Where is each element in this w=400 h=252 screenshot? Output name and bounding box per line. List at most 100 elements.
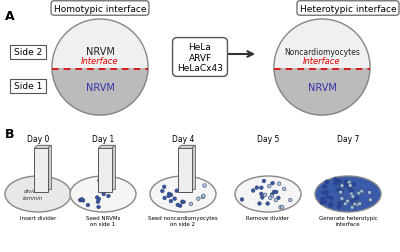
Text: Interface: Interface bbox=[303, 57, 341, 66]
Circle shape bbox=[277, 182, 281, 186]
Circle shape bbox=[340, 184, 344, 188]
Ellipse shape bbox=[70, 176, 136, 212]
Circle shape bbox=[343, 202, 347, 206]
Circle shape bbox=[268, 197, 272, 200]
Circle shape bbox=[322, 191, 326, 195]
Circle shape bbox=[272, 190, 276, 194]
Circle shape bbox=[348, 184, 352, 188]
Circle shape bbox=[96, 200, 100, 204]
Circle shape bbox=[260, 186, 263, 190]
Circle shape bbox=[325, 180, 329, 184]
Circle shape bbox=[255, 186, 258, 190]
Circle shape bbox=[201, 196, 205, 199]
Circle shape bbox=[187, 186, 191, 190]
Circle shape bbox=[338, 202, 342, 206]
Circle shape bbox=[353, 203, 357, 207]
Circle shape bbox=[368, 198, 372, 202]
Circle shape bbox=[343, 202, 347, 206]
Circle shape bbox=[260, 196, 264, 200]
Circle shape bbox=[282, 187, 286, 191]
Circle shape bbox=[203, 184, 206, 187]
Circle shape bbox=[173, 197, 176, 201]
Circle shape bbox=[80, 198, 84, 201]
Text: HeLa
ARVF
HeLaCx43: HeLa ARVF HeLaCx43 bbox=[177, 43, 223, 73]
Circle shape bbox=[274, 190, 278, 194]
Circle shape bbox=[349, 192, 353, 196]
Circle shape bbox=[274, 198, 278, 202]
Circle shape bbox=[351, 200, 355, 204]
Text: Day 4: Day 4 bbox=[172, 135, 194, 143]
Circle shape bbox=[169, 193, 173, 197]
Circle shape bbox=[351, 195, 355, 199]
Circle shape bbox=[97, 205, 100, 209]
Circle shape bbox=[330, 196, 334, 200]
Circle shape bbox=[323, 200, 327, 204]
Text: Side 2: Side 2 bbox=[14, 48, 42, 57]
Circle shape bbox=[357, 191, 361, 195]
Circle shape bbox=[333, 177, 337, 181]
Circle shape bbox=[280, 206, 284, 209]
Circle shape bbox=[263, 193, 267, 197]
Circle shape bbox=[107, 195, 110, 198]
Circle shape bbox=[270, 193, 274, 197]
Circle shape bbox=[355, 197, 359, 201]
Text: Remove divider: Remove divider bbox=[246, 215, 290, 220]
Circle shape bbox=[187, 182, 190, 186]
Circle shape bbox=[175, 189, 178, 193]
Circle shape bbox=[337, 205, 341, 209]
Text: Interface: Interface bbox=[81, 57, 119, 66]
Ellipse shape bbox=[315, 176, 381, 212]
Ellipse shape bbox=[235, 176, 301, 212]
Circle shape bbox=[258, 202, 261, 205]
Circle shape bbox=[342, 200, 346, 204]
Circle shape bbox=[160, 190, 164, 193]
Text: laminin: laminin bbox=[23, 196, 43, 201]
Circle shape bbox=[180, 189, 184, 192]
Circle shape bbox=[350, 206, 354, 209]
Circle shape bbox=[268, 184, 271, 188]
Circle shape bbox=[339, 184, 343, 188]
Circle shape bbox=[162, 185, 166, 189]
Circle shape bbox=[97, 197, 101, 201]
Circle shape bbox=[79, 198, 82, 202]
Text: NRVM: NRVM bbox=[308, 83, 336, 93]
Circle shape bbox=[336, 188, 340, 192]
FancyBboxPatch shape bbox=[10, 46, 46, 60]
Circle shape bbox=[344, 183, 348, 187]
Circle shape bbox=[357, 202, 361, 206]
Circle shape bbox=[178, 204, 182, 208]
Text: Heterotypic interface: Heterotypic interface bbox=[300, 5, 396, 13]
Circle shape bbox=[167, 192, 171, 196]
Circle shape bbox=[202, 194, 205, 198]
Circle shape bbox=[329, 203, 333, 207]
Circle shape bbox=[279, 206, 282, 209]
Circle shape bbox=[98, 179, 101, 183]
Circle shape bbox=[340, 197, 344, 201]
Circle shape bbox=[324, 191, 328, 194]
Circle shape bbox=[182, 200, 185, 204]
Circle shape bbox=[79, 199, 82, 202]
Circle shape bbox=[262, 179, 266, 183]
Text: NRVM: NRVM bbox=[86, 47, 114, 57]
Circle shape bbox=[266, 202, 270, 206]
Text: Homotypic interface: Homotypic interface bbox=[54, 5, 146, 13]
Polygon shape bbox=[37, 146, 51, 190]
Circle shape bbox=[325, 195, 329, 199]
Circle shape bbox=[270, 195, 274, 198]
Circle shape bbox=[271, 182, 274, 185]
Circle shape bbox=[102, 193, 106, 196]
Circle shape bbox=[358, 202, 362, 206]
Polygon shape bbox=[274, 70, 370, 115]
FancyBboxPatch shape bbox=[10, 80, 46, 93]
Polygon shape bbox=[101, 146, 115, 190]
Polygon shape bbox=[34, 149, 48, 193]
Text: Seed NRVMs
on side 1: Seed NRVMs on side 1 bbox=[86, 215, 120, 226]
Text: Day 1: Day 1 bbox=[92, 135, 114, 143]
Text: Generate heterotypic
interface: Generate heterotypic interface bbox=[319, 215, 377, 226]
Circle shape bbox=[176, 203, 180, 207]
Circle shape bbox=[353, 202, 357, 206]
Polygon shape bbox=[181, 146, 195, 190]
Circle shape bbox=[356, 203, 360, 207]
Circle shape bbox=[346, 199, 350, 203]
Circle shape bbox=[337, 179, 341, 183]
